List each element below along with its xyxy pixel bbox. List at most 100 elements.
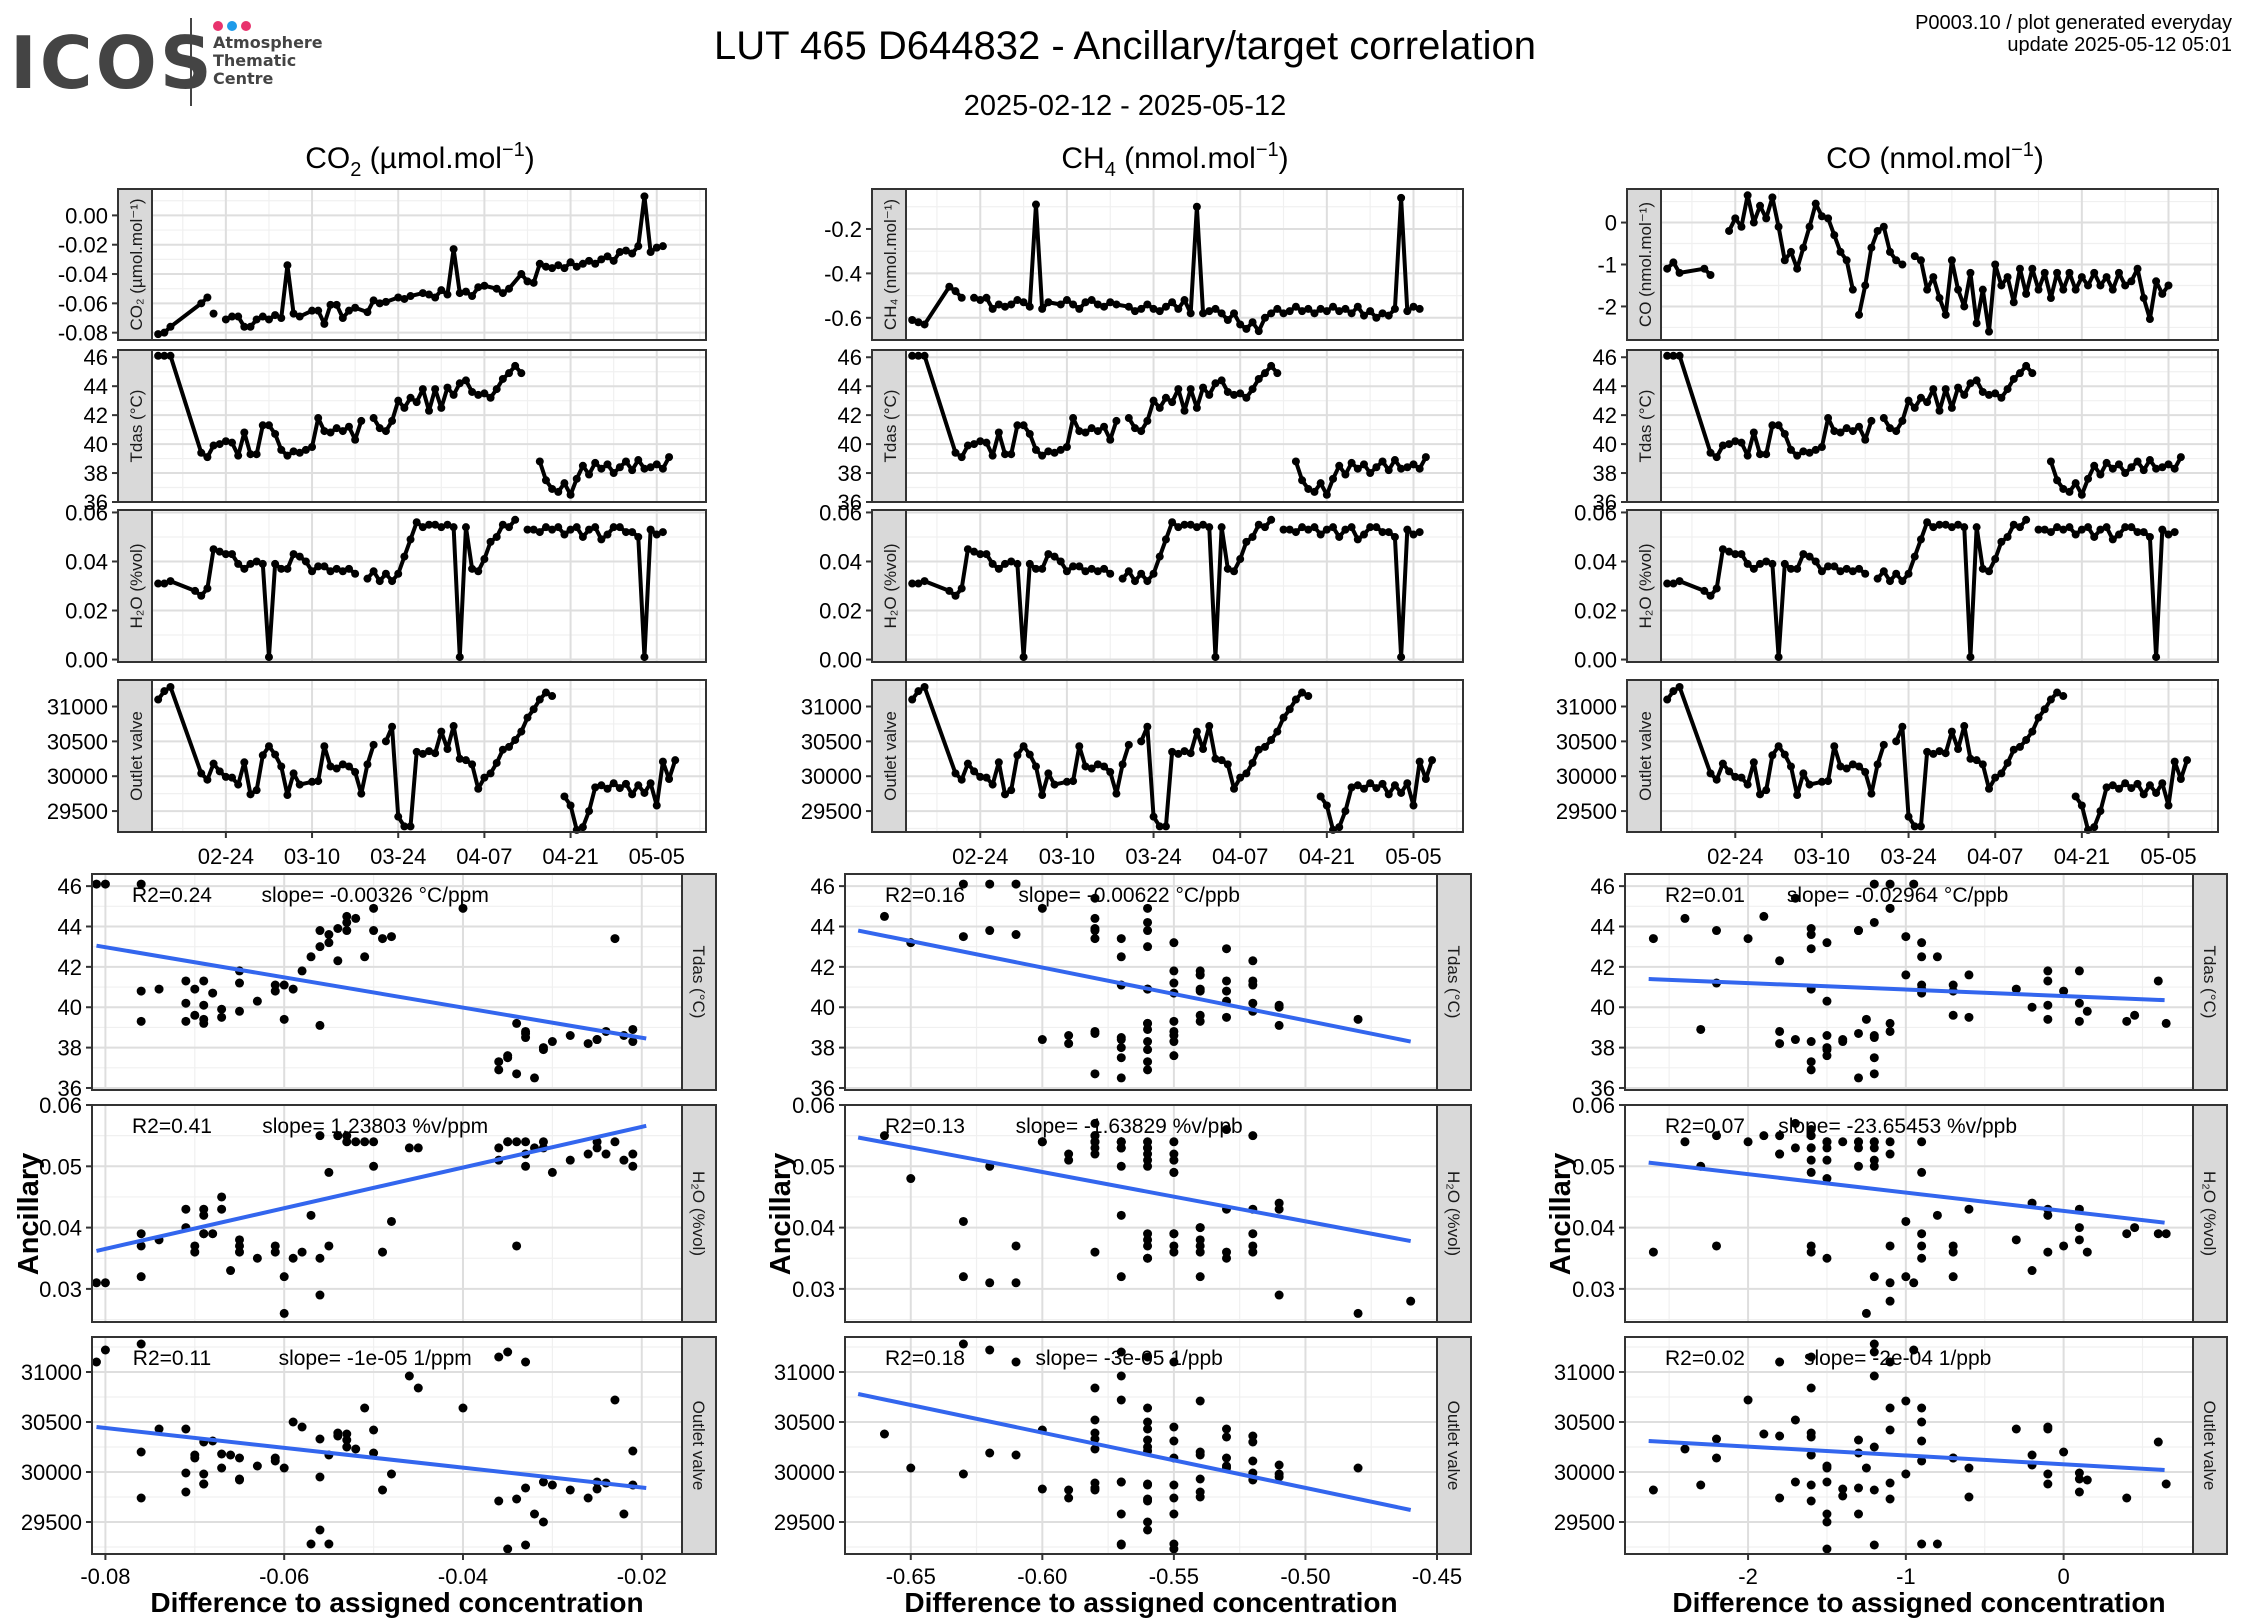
series-point xyxy=(295,780,304,789)
series-point xyxy=(1830,742,1839,751)
scatter-point xyxy=(136,879,146,889)
scatter-point xyxy=(1869,917,1879,927)
series-point xyxy=(228,550,237,559)
series-point xyxy=(418,385,427,394)
series-point xyxy=(1793,264,1802,273)
facet-strip-label: H₂O (%vol) xyxy=(689,1171,708,1256)
facet-strip-label: Outlet valve xyxy=(2200,1401,2219,1491)
scatter-point xyxy=(378,1247,388,1257)
scatter-point xyxy=(208,1229,218,1239)
series-point xyxy=(1347,458,1356,467)
column-title: CO2 (µmol.mol−1) xyxy=(305,139,535,181)
series-point xyxy=(314,562,323,571)
scatter-point xyxy=(1806,930,1816,940)
x-tick-label: 04-07 xyxy=(456,844,512,869)
series-point xyxy=(289,309,298,318)
series-point xyxy=(1180,296,1189,305)
series-point xyxy=(2121,523,2130,532)
series-point xyxy=(523,525,532,534)
series-point xyxy=(914,351,923,360)
series-point xyxy=(1056,445,1065,454)
scatter-point xyxy=(2074,1487,2084,1497)
series-point xyxy=(166,577,175,586)
series-point xyxy=(203,584,212,593)
series-point xyxy=(2009,374,2018,383)
y-tick-label: 0.02 xyxy=(65,599,108,624)
scatter-point xyxy=(628,1037,638,1047)
series-point xyxy=(1756,559,1765,568)
series-point xyxy=(1359,784,1368,793)
series-point xyxy=(480,389,489,398)
series-point xyxy=(1291,457,1300,466)
series-point xyxy=(1805,448,1814,457)
series-point xyxy=(597,781,606,790)
series-point xyxy=(505,369,514,378)
scatter-point xyxy=(521,1161,531,1171)
scatter-point xyxy=(226,1266,236,1276)
regression-line xyxy=(96,1425,647,1490)
scatter-point xyxy=(235,1453,244,1463)
x-tick-label: -0.65 xyxy=(886,1564,936,1589)
facet-strip-label: H₂O (%vol) xyxy=(127,544,146,629)
series-point xyxy=(548,484,557,493)
scatter-point xyxy=(1743,934,1753,944)
series-point xyxy=(1149,569,1158,578)
scatter-point xyxy=(1169,1229,1179,1239)
series-point xyxy=(308,442,317,451)
x-tick-label: -1 xyxy=(1896,1564,1916,1589)
series-point xyxy=(1273,369,1282,378)
series-point xyxy=(1168,747,1177,756)
series-point xyxy=(1366,469,1375,478)
series-point xyxy=(1892,569,1901,578)
scatter-point xyxy=(369,1161,379,1171)
series-point xyxy=(264,653,273,662)
series-point xyxy=(1978,760,1987,769)
series-point xyxy=(431,293,440,302)
scatter-point xyxy=(2011,1424,2021,1434)
r2-label: R2=0.07 xyxy=(1665,1115,1745,1138)
scatter-point xyxy=(136,1016,146,1026)
series-point xyxy=(652,243,661,252)
series-point xyxy=(449,722,458,731)
y-tick-label: 31000 xyxy=(47,694,108,719)
series-point xyxy=(2009,298,2018,307)
series-point xyxy=(1298,523,1307,532)
y-tick-label: 38 xyxy=(58,1036,82,1061)
series-point xyxy=(166,322,175,331)
series-point xyxy=(228,438,237,447)
series-point xyxy=(665,775,674,784)
scatter-point xyxy=(1143,903,1153,913)
y-tick-label: 0.04 xyxy=(792,1216,835,1241)
series-point xyxy=(1403,779,1412,788)
series-point xyxy=(1236,555,1245,564)
series-point xyxy=(1706,270,1715,279)
series-point xyxy=(1100,564,1109,573)
series-point xyxy=(351,569,360,578)
series-point xyxy=(375,424,384,433)
series-point xyxy=(1124,302,1133,311)
series-point xyxy=(963,545,972,554)
series-point xyxy=(1149,812,1158,821)
series-point xyxy=(1155,307,1164,316)
series-point xyxy=(1397,653,1406,662)
scatter-point xyxy=(2122,1016,2132,1026)
series-point xyxy=(1056,557,1065,566)
series-point xyxy=(455,379,464,388)
series-point xyxy=(301,557,310,566)
facet-strip xyxy=(871,349,907,503)
series-point xyxy=(203,453,212,462)
series-point xyxy=(1155,403,1164,412)
scatter-point xyxy=(1775,1149,1785,1159)
series-point xyxy=(1947,256,1956,265)
series-point xyxy=(498,745,507,754)
scatter-point xyxy=(199,1469,209,1479)
series-point xyxy=(1978,564,1987,573)
series-point xyxy=(1069,777,1078,786)
scatter-point xyxy=(1143,1065,1153,1075)
scatter-point xyxy=(369,1448,379,1458)
series-point xyxy=(295,552,304,561)
scatter-point xyxy=(2153,1229,2163,1239)
series-point xyxy=(976,437,985,446)
y-tick-label: 46 xyxy=(811,874,835,899)
series-point xyxy=(957,293,966,302)
